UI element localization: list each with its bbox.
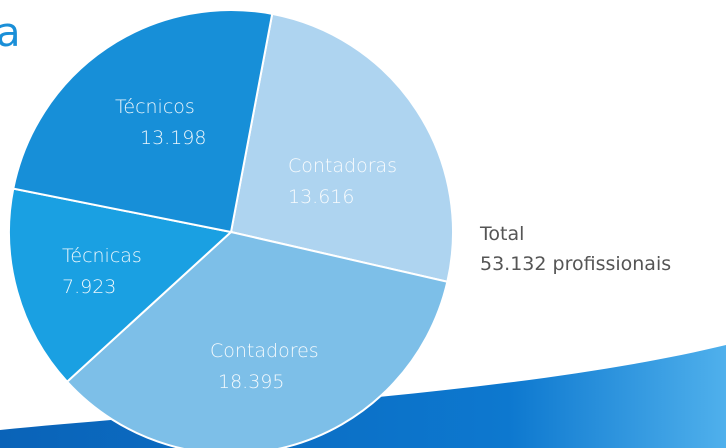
pie [8,9,454,448]
slice-value: 13.198 [140,127,206,149]
slice-label: Contadores [210,340,319,362]
slice-value: 13.616 [288,186,354,208]
pie-slice [65,230,449,448]
slice-value: 18.395 [218,371,284,393]
slice-label: Técnicas [62,245,142,267]
chart-title: a [0,10,21,56]
pie-slice [12,9,274,234]
pie-slice [229,12,454,283]
slice-value: 7.923 [62,276,116,298]
slice-label: Contadoras [288,155,397,177]
total-text: 53.132 profissionais [480,253,671,275]
pie-slice [8,187,234,384]
total-label: Total [479,223,524,245]
slice-label: Técnicos [115,96,195,118]
